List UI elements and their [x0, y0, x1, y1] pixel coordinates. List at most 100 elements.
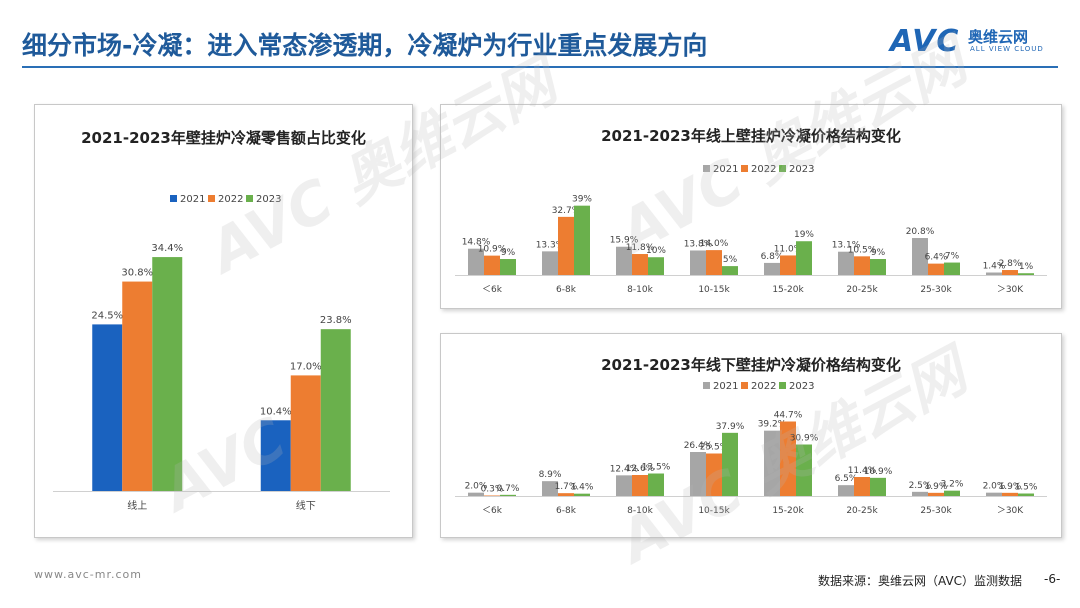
data-label: 25.5%: [700, 443, 729, 453]
data-label: 5%: [723, 255, 738, 265]
data-label: 14.8%: [462, 238, 491, 248]
data-label: 7%: [945, 252, 960, 262]
bar: [574, 205, 590, 275]
data-label: 19%: [794, 230, 814, 240]
data-label: 14.0%: [700, 239, 729, 249]
chart-panel-online: 2021-2023年线上壁挂炉冷凝价格结构变化 2021 2022 2023 14.8…: [440, 104, 1062, 309]
bar: [558, 216, 574, 275]
legend-swatch: [170, 195, 177, 202]
data-label: 13.5%: [642, 463, 671, 473]
bar: [722, 266, 738, 275]
x-tick-label: ＞30K: [997, 285, 1024, 295]
data-label: 1.4%: [983, 262, 1006, 272]
bar: [780, 421, 796, 496]
bar: [648, 473, 664, 496]
data-label: 10.4%: [260, 406, 292, 417]
legend-label: 2023: [789, 381, 814, 392]
data-label: 32.7%: [552, 206, 581, 216]
bar: [320, 329, 351, 491]
bar: [722, 432, 738, 496]
bar: [1002, 270, 1018, 275]
legend-swatch: [246, 195, 253, 202]
bar: [500, 494, 516, 496]
x-tick-label: 10-15k: [698, 506, 730, 516]
chart-panel-share: 2021-2023年壁挂炉冷凝零售额占比变化 2021 2022 2023 24.5%…: [34, 104, 413, 538]
bar: [838, 251, 854, 275]
bar: [632, 254, 648, 275]
data-label: 37.9%: [716, 422, 745, 432]
data-label: 24.5%: [91, 310, 123, 321]
bar: [122, 281, 153, 491]
legend-swatch: [779, 165, 786, 172]
x-tick-label: 15-20k: [772, 285, 804, 295]
data-label: 1%: [1019, 262, 1034, 272]
x-tick-label: 6-8k: [556, 285, 577, 295]
data-label: 0.3%: [481, 485, 504, 495]
logo-mark: AVC: [890, 24, 960, 59]
data-label: 6.4%: [925, 253, 948, 263]
bar: [764, 430, 780, 496]
chart-title: 2021-2023年线下壁挂炉冷凝价格结构变化: [601, 356, 901, 374]
data-label: 11.8%: [626, 243, 655, 253]
bar: [558, 493, 574, 496]
bar: [854, 256, 870, 275]
bar: [616, 246, 632, 275]
page-title: 细分市场-冷凝：进入常态渗透期，冷凝炉为行业重点发展方向: [22, 31, 708, 60]
chart-panel-offline: 2021-2023年线下壁挂炉冷凝价格结构变化 2021 2022 2023 2.0%…: [440, 333, 1062, 538]
bar: [912, 238, 928, 275]
data-label: 12.4%: [610, 464, 639, 474]
bar: [986, 492, 1002, 496]
data-label: 12.6%: [626, 464, 655, 474]
legend-label: 2023: [256, 194, 281, 205]
bar: [870, 477, 886, 496]
bar: [780, 255, 796, 275]
avc-logo: AVC 奥维云网 ALL VIEW CLOUD: [890, 24, 1060, 60]
legend-label: 2023: [789, 164, 814, 175]
data-label: 26.4%: [684, 441, 713, 451]
x-tick-label: 10-15k: [698, 285, 730, 295]
bar: [648, 257, 664, 275]
legend-swatch: [703, 382, 710, 389]
data-label: 2.8%: [999, 259, 1022, 269]
data-label: 10.9%: [478, 245, 507, 255]
x-tick-label: ＜6k: [482, 506, 503, 516]
bar: [854, 477, 870, 496]
bar: [706, 250, 722, 275]
x-tick-label: ＞30K: [997, 506, 1024, 516]
data-label: 10.5%: [848, 245, 877, 255]
bar: [928, 492, 944, 496]
bar: [1018, 273, 1034, 275]
data-label: 30.8%: [121, 268, 153, 279]
chart-title: 2021-2023年线上壁挂炉冷凝价格结构变化: [601, 127, 901, 145]
bar: [1018, 493, 1034, 496]
bar: [260, 420, 291, 491]
data-label: 34.4%: [151, 243, 183, 254]
offline-price-chart: 2021 2022 20232.0%0.3%0.7%＜6k8.9%1.7%1.4%6…: [455, 381, 1047, 516]
bar: [290, 375, 321, 491]
x-tick-label: 8-10k: [627, 285, 653, 295]
bar: [706, 453, 722, 496]
bar: [1002, 492, 1018, 496]
bar: [92, 324, 123, 491]
x-tick-label: 线上: [127, 499, 147, 512]
data-label: 6.5%: [835, 474, 858, 484]
legend-label: 2022: [751, 164, 776, 175]
bar: [796, 241, 812, 275]
bar: [632, 475, 648, 496]
data-label: 13.3%: [536, 240, 565, 250]
online-price-chart: 2021 2022 202314.8%10.9%9%＜6k13.3%32.7%39%…: [455, 164, 1047, 295]
bar: [838, 485, 854, 496]
data-label: 8.9%: [539, 470, 562, 480]
bar: [690, 452, 706, 496]
data-label: 15.9%: [610, 236, 639, 246]
header-divider: [22, 66, 1058, 68]
data-label: 23.8%: [320, 315, 352, 326]
data-label: 1.5%: [1015, 483, 1038, 493]
bar: [468, 492, 484, 496]
bar: [484, 255, 500, 275]
data-label: 30.9%: [790, 434, 819, 444]
data-label: 2.5%: [909, 481, 932, 491]
data-label: 1.9%: [925, 482, 948, 492]
data-label: 0.7%: [497, 484, 520, 494]
legend-swatch: [741, 165, 748, 172]
